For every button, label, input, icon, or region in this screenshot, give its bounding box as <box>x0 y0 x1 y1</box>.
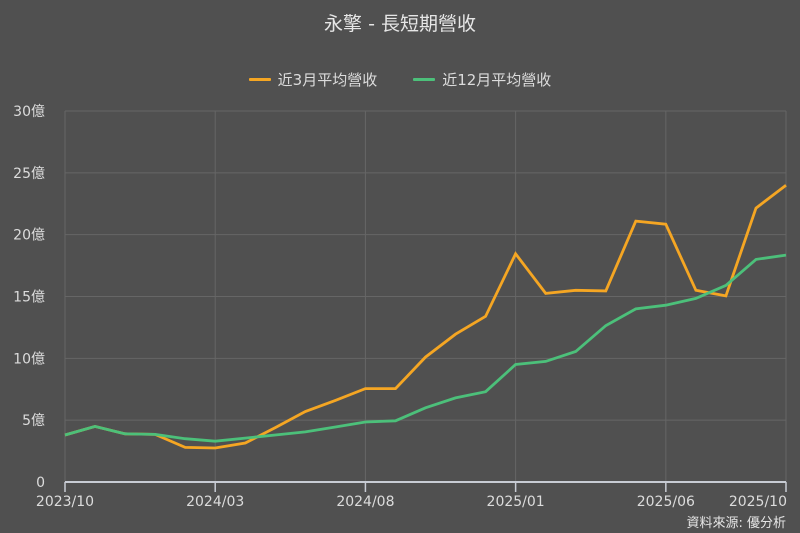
x-tick-label: 2023/10 <box>36 494 94 510</box>
x-tick-label: 2024/08 <box>336 494 394 510</box>
y-tick-label: 20億 <box>13 228 45 244</box>
legend-label-12m: 近12月平均營收 <box>442 71 552 89</box>
y-axis-labels: 0 5億 10億 15億 20億 25億 30億 <box>13 104 45 491</box>
y-tick-label: 30億 <box>13 104 45 120</box>
series-12m-average-line <box>64 253 787 443</box>
x-tick-label: 2025/10 <box>729 494 787 510</box>
y-tick-label: 15億 <box>13 290 45 306</box>
x-tick-label: 2024/03 <box>186 494 244 510</box>
chart-title: 永擎 - 長短期營收 <box>324 13 476 35</box>
x-tick-label: 2025/01 <box>487 494 545 510</box>
y-tick-label: 10億 <box>13 351 45 367</box>
series-3m-average-line <box>64 184 787 450</box>
y-tick-label: 25億 <box>13 166 45 182</box>
data-series <box>64 184 787 450</box>
y-tick-label: 5億 <box>22 413 45 429</box>
legend-swatch-orange-icon <box>248 78 271 81</box>
x-tick-label: 2025/06 <box>637 494 695 510</box>
legend-item-12m-average[interactable]: 近12月平均營收 <box>413 69 551 90</box>
data-source-label: 資料來源: 優分析 <box>686 516 786 531</box>
legend-label-3m: 近3月平均營收 <box>277 71 378 89</box>
legend-item-3m-average[interactable]: 近3月平均營收 <box>248 69 378 90</box>
chart-legend: 近3月平均營收 近12月平均營收 <box>0 69 800 90</box>
x-axis: 2023/10 2024/03 2024/08 2025/01 2025/06 2025/… <box>36 481 787 510</box>
chart-grid <box>64 110 787 482</box>
legend-swatch-green-icon <box>413 78 436 81</box>
y-tick-label: 0 <box>36 475 45 491</box>
